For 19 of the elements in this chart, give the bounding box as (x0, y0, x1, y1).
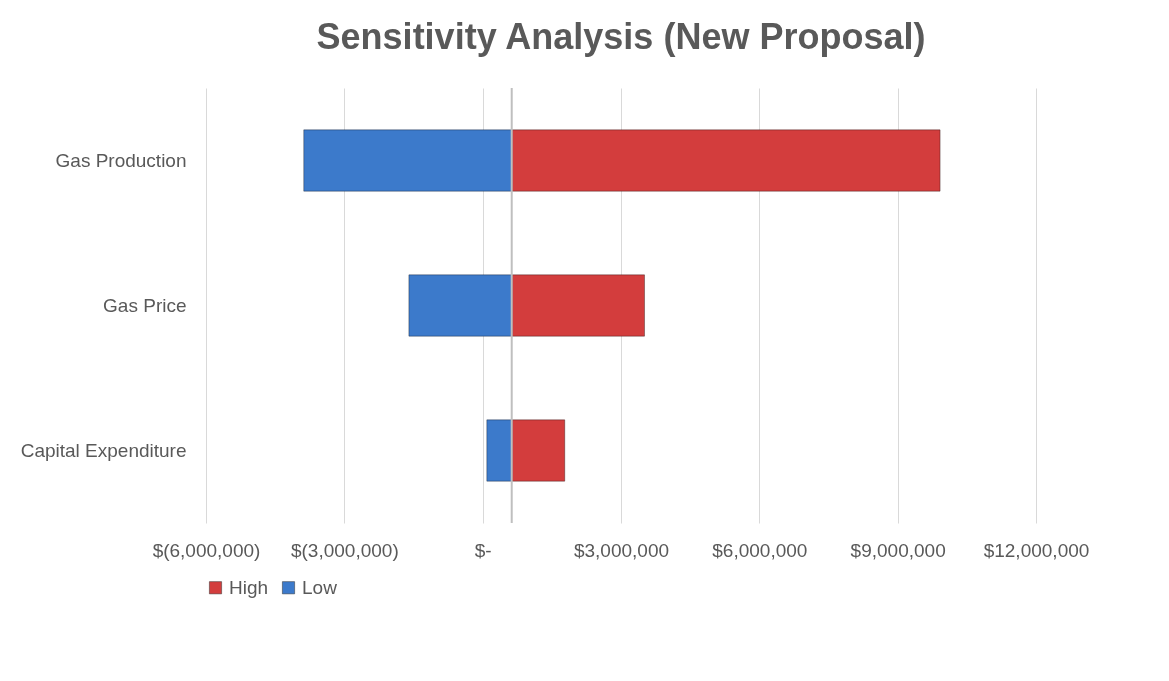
y-tick-label: Capital Expenditure (20, 439, 187, 461)
bar (511, 274, 646, 337)
y-tick-label: Gas Production (55, 149, 187, 171)
x-tick-label: $6,000,000 (712, 539, 808, 561)
legend-label: High (229, 576, 269, 598)
x-tick-label: $- (474, 539, 492, 561)
bar (511, 419, 566, 482)
bar (303, 129, 513, 192)
bar (511, 129, 941, 192)
bar (486, 419, 513, 482)
legend-label: Low (302, 576, 338, 598)
x-tick-label: $9,000,000 (850, 539, 946, 561)
chart-title: Sensitivity Analysis (New Proposal) (316, 16, 926, 57)
x-tick-label: $(6,000,000) (152, 539, 261, 561)
x-tick-label: $(3,000,000) (290, 539, 399, 561)
y-tick-label: Gas Price (103, 294, 187, 316)
bar (408, 274, 513, 337)
x-tick-label: $12,000,000 (983, 539, 1090, 561)
x-tick-label: $3,000,000 (573, 539, 670, 561)
